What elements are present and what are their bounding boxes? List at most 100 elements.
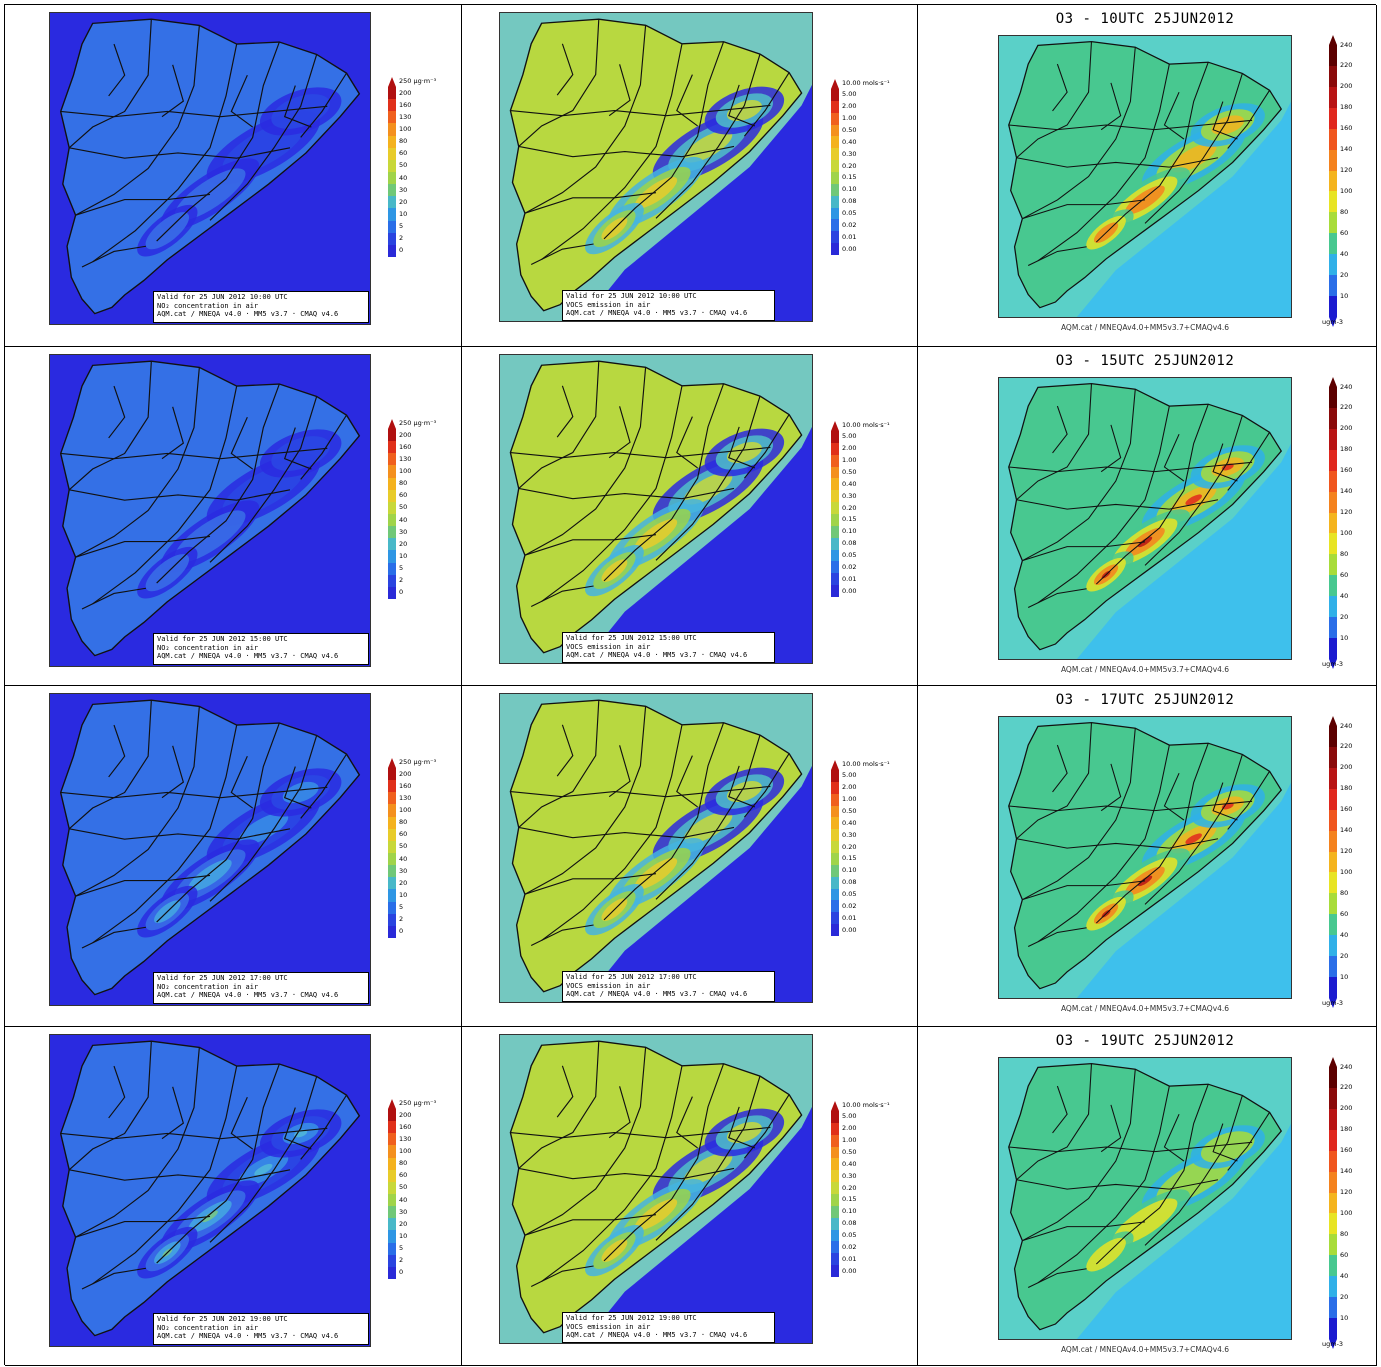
species-label: VOCS emission in air xyxy=(566,642,651,651)
concentration-contour xyxy=(726,781,762,803)
o3-map xyxy=(998,1057,1292,1340)
comarca-border xyxy=(300,1094,348,1160)
legend-tick-label: 1.00 xyxy=(842,1136,857,1145)
legend-swatch xyxy=(1329,149,1337,172)
legend-tick-label: 200 xyxy=(1340,82,1353,91)
comarca-border xyxy=(676,74,698,127)
comarca-border xyxy=(655,1075,761,1241)
legend-tick-label: 0.01 xyxy=(842,913,857,922)
comarca-border xyxy=(1100,763,1122,812)
legend-swatch xyxy=(388,465,396,479)
comarca-border xyxy=(75,535,211,558)
model-credit: AQM.cat / MNEQA v4.0 · MM5 v3.7 · CMAQ v… xyxy=(157,652,339,661)
legend-tick-label: 160 xyxy=(399,442,412,451)
species-label: NO₂ concentration in air xyxy=(157,1323,259,1332)
catalonia-outline xyxy=(1008,383,1283,651)
o3-title: O3 - 10UTC 25JUN2012 xyxy=(1055,11,1235,27)
legend-swatch xyxy=(831,207,839,220)
comarca-border xyxy=(68,700,152,830)
sea-area xyxy=(583,1106,812,1343)
legend-swatch xyxy=(388,804,396,818)
comarca-border xyxy=(524,1047,647,1236)
legend-tick-label: 20 xyxy=(399,878,408,887)
legend-swatch xyxy=(831,454,839,468)
legend-tick-label: 240 xyxy=(1340,1062,1353,1071)
legend-tick-label: 20 xyxy=(1340,1292,1349,1301)
comarca-border xyxy=(300,753,348,819)
legend-tick-label: 0.02 xyxy=(842,562,857,571)
legend-tick-label: 0.00 xyxy=(842,244,857,253)
info-box: Valid for 25 JUN 2012 19:00 UTC NO₂ conc… xyxy=(153,1313,369,1345)
legend-swatch xyxy=(831,195,839,209)
legend-swatch xyxy=(831,148,839,161)
voc-panel: Valid for 25 JUN 2012 17:00 UTC VOCS emi… xyxy=(462,686,918,1027)
legend-tick-label: 80 xyxy=(399,1159,408,1168)
legend-swatch xyxy=(388,1266,396,1280)
comarca-border xyxy=(530,243,594,266)
legend-swatch xyxy=(388,538,396,551)
legend-swatch xyxy=(388,135,396,149)
color-legend xyxy=(388,758,396,939)
legend-tick-label: 0.50 xyxy=(842,807,857,815)
legend-swatch xyxy=(388,1157,396,1171)
legend-swatch xyxy=(388,889,396,903)
legend-swatch xyxy=(1329,1150,1337,1173)
legend-swatch xyxy=(388,1206,396,1219)
no2-panel: Valid for 25 JUN 2012 17:00 UTC NO₂ conc… xyxy=(5,686,462,1027)
comarca-border xyxy=(75,193,211,216)
comarca-border xyxy=(75,25,200,216)
legend-tick-label: 80 xyxy=(399,137,408,146)
legend-tick-label: 0.15 xyxy=(842,173,857,182)
voc-panel: Valid for 25 JUN 2012 15:00 UTC VOCS emi… xyxy=(462,347,918,686)
legend-swatch xyxy=(831,502,839,515)
legend-swatch xyxy=(831,1229,839,1242)
legend-swatch xyxy=(1329,233,1337,255)
comarca-border xyxy=(1016,722,1093,840)
legend-swatch xyxy=(831,1194,839,1207)
legend-swatch xyxy=(831,431,839,444)
legend-arrow-top xyxy=(388,758,396,768)
legend-tick-label: 180 xyxy=(1340,103,1353,112)
legend-swatch xyxy=(1329,872,1337,894)
comarca-border xyxy=(1212,782,1238,821)
legend-tick-label: 40 xyxy=(1340,930,1349,939)
legend-tick-label: 40 xyxy=(1340,1271,1349,1280)
concentration-contour xyxy=(726,1122,762,1144)
legend-swatch xyxy=(1329,170,1337,192)
comarca-border xyxy=(75,1047,200,1238)
comarca-border xyxy=(1100,1104,1122,1153)
comarca-border xyxy=(1016,1179,1219,1190)
comarca-border xyxy=(655,53,761,219)
legend-unit: ugm-3 xyxy=(1322,318,1344,326)
comarca-border xyxy=(75,1215,211,1238)
voc-panel: Valid for 25 JUN 2012 19:00 UTC VOCS emi… xyxy=(462,1027,918,1366)
legend-tick-label: 10 xyxy=(399,210,408,218)
comarca-border xyxy=(518,145,735,158)
comarca-border xyxy=(524,706,647,895)
legend-tick-label: 0 xyxy=(399,246,404,255)
color-legend xyxy=(388,419,396,600)
sea-area xyxy=(1076,101,1291,317)
comarca-border xyxy=(1100,82,1122,131)
legend-swatch xyxy=(388,99,396,112)
comarca-border xyxy=(1022,1221,1146,1242)
comarca-border xyxy=(1016,838,1219,849)
legend-swatch xyxy=(831,549,839,562)
legend-arrow-top xyxy=(831,1101,839,1111)
comarca-border xyxy=(283,85,312,128)
legend-tick-label: 50 xyxy=(399,842,408,851)
legend-swatch xyxy=(831,466,839,479)
o3-map xyxy=(998,35,1292,318)
legend-tick-label: 0.10 xyxy=(842,1207,857,1216)
comarca-border xyxy=(60,1127,328,1140)
legend-tick-label: 0.40 xyxy=(842,137,857,146)
comarca-border xyxy=(1022,1069,1136,1242)
comarca-border xyxy=(161,1086,185,1140)
catalonia-outline xyxy=(1008,722,1283,990)
model-credit: AQM.cat / MNEQA v4.0 · MM5 v3.7 · CMAQ v… xyxy=(157,1332,339,1341)
legend-tick-label: 0.01 xyxy=(842,574,857,583)
model-credit: AQM.cat / MNEQA v4.0 · MM5 v3.7 · CMAQ v… xyxy=(566,309,748,318)
comarca-border xyxy=(1008,800,1253,812)
model-credit: AQM.cat / MNEQA v4.0 · MM5 v3.7 · CMAQ v… xyxy=(157,310,339,319)
legend-unit: 10.00 mols·s⁻¹ xyxy=(842,421,890,429)
